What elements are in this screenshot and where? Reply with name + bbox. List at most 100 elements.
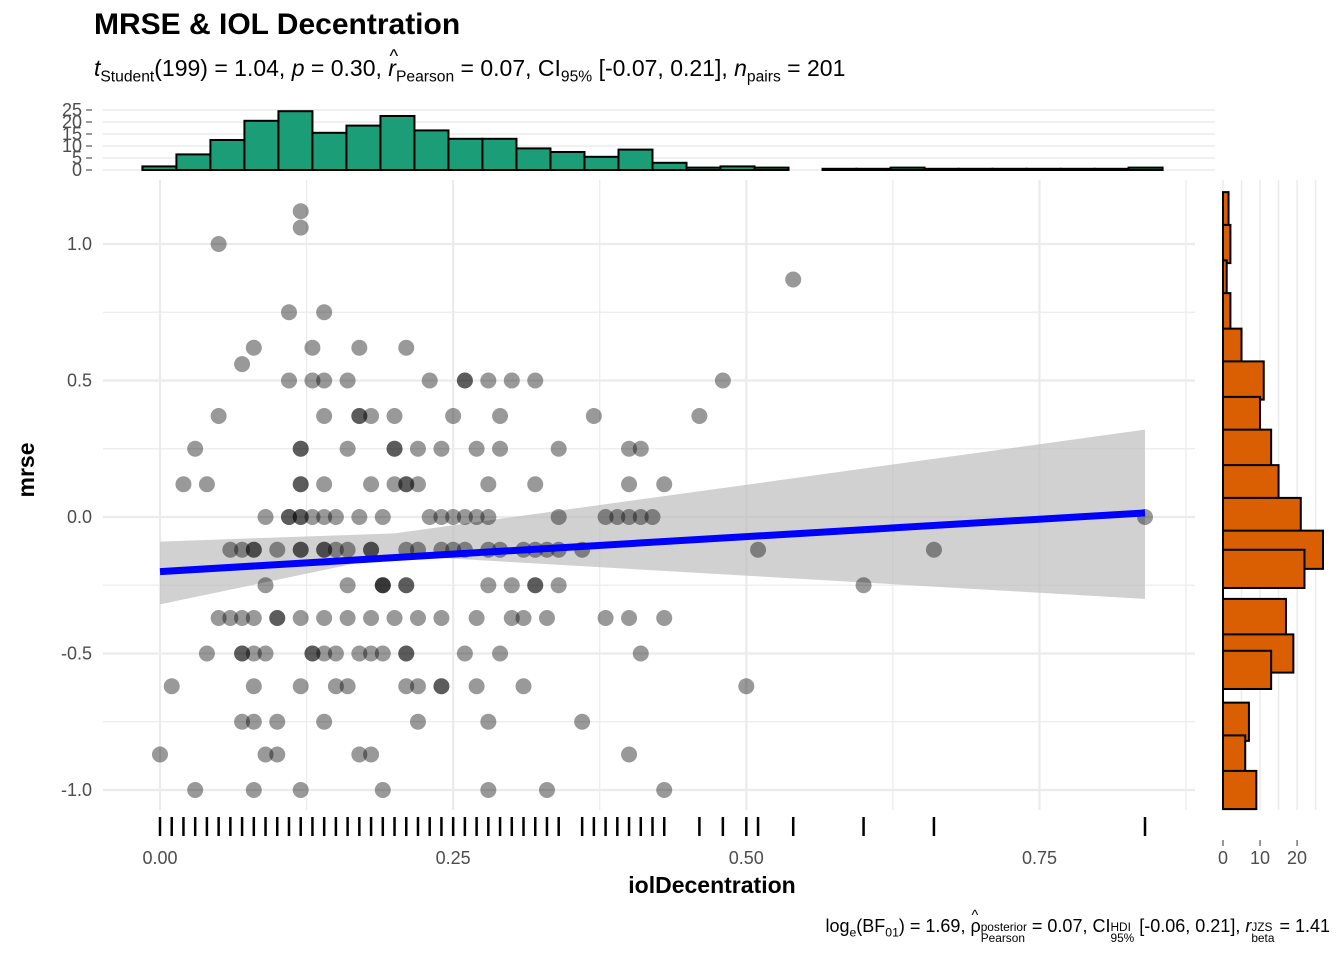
data-point (316, 476, 333, 493)
data-point (234, 610, 251, 627)
x-hist-bar (821, 167, 858, 172)
data-point (398, 476, 415, 493)
data-point (656, 782, 673, 798)
data-point (456, 372, 473, 389)
data-point (550, 577, 567, 594)
data-point (327, 645, 344, 662)
data-point (386, 407, 403, 424)
data-point (304, 645, 321, 662)
x-hist-bar (549, 151, 586, 171)
data-point (550, 509, 567, 525)
data-point (492, 645, 509, 662)
data-point (621, 610, 638, 627)
x-hist-bar (1059, 167, 1096, 172)
x-tick-label: 0.00 (142, 848, 177, 868)
data-point (316, 304, 333, 321)
data-point (480, 372, 497, 389)
y-hist-tick-label: 20 (1287, 848, 1307, 868)
data-point (304, 509, 321, 525)
data-point (351, 407, 368, 424)
data-point (269, 713, 286, 730)
x-hist-bar (175, 153, 212, 171)
data-point (398, 339, 415, 356)
data-point (527, 476, 544, 493)
data-point (351, 509, 368, 525)
data-point (234, 541, 251, 558)
x-hist-bar (311, 131, 348, 172)
data-point (339, 541, 356, 558)
data-point (304, 372, 321, 389)
data-point (245, 610, 262, 627)
data-point (292, 476, 309, 493)
data-point (515, 610, 532, 627)
data-point (316, 610, 333, 627)
data-point (644, 509, 661, 525)
data-point (433, 610, 450, 627)
data-point (327, 509, 344, 525)
data-point (374, 645, 391, 662)
x-hist-bar (957, 167, 994, 172)
data-point (480, 509, 497, 525)
data-point (280, 509, 297, 525)
data-point (785, 271, 802, 288)
data-point (515, 678, 532, 695)
data-point (409, 440, 426, 457)
x-hist-bar (991, 167, 1028, 172)
data-point (363, 610, 380, 627)
data-point (398, 645, 415, 662)
x-hist-bar (719, 165, 756, 171)
axes: 0.00 0.25 0.50 0.75 -1.0 -0.5 0.0 0.5 1.0 (61, 234, 1057, 868)
x-hist-bar (379, 115, 416, 171)
data-point (433, 678, 450, 695)
data-point (433, 678, 450, 695)
x-axis-label: iolDecentration (628, 872, 795, 898)
data-point (609, 509, 626, 525)
data-point (503, 610, 520, 627)
x-tick-label: 0.75 (1022, 848, 1057, 868)
data-point (738, 678, 755, 695)
data-point (527, 577, 544, 594)
data-point (187, 782, 204, 798)
data-point (503, 372, 520, 389)
data-point (363, 476, 380, 493)
data-point (621, 440, 638, 457)
data-point (468, 678, 485, 695)
data-point (198, 476, 215, 493)
data-point (492, 407, 509, 424)
data-point (257, 645, 274, 662)
data-point (445, 407, 462, 424)
data-point (421, 372, 438, 389)
y-hist-bar (1222, 360, 1265, 401)
data-point (421, 509, 438, 525)
data-point (175, 476, 192, 493)
data-point (280, 509, 297, 525)
data-point (316, 407, 333, 424)
x-hist-bar (515, 147, 552, 171)
y-hist-bar (1222, 649, 1273, 690)
data-point (269, 610, 286, 627)
data-point (597, 610, 614, 627)
data-point (304, 645, 321, 662)
data-point (280, 304, 297, 321)
data-point (398, 645, 415, 662)
data-point (210, 407, 227, 424)
data-point (316, 541, 333, 558)
x-hist-tick-label: 5 (72, 148, 82, 168)
x-hist-bar (345, 124, 382, 171)
data-point (292, 678, 309, 695)
x-hist-bar (889, 166, 926, 172)
data-point (351, 407, 368, 424)
y-tick-label: -1.0 (61, 780, 92, 800)
fit-line (159, 509, 1146, 576)
data-point (351, 746, 368, 763)
data-point (292, 782, 309, 798)
data-point (632, 645, 649, 662)
x-hist-tick-label: 15 (62, 124, 82, 144)
data-point (363, 541, 380, 558)
data-point (374, 577, 391, 594)
ci-band-area (160, 429, 1145, 605)
data-point (292, 476, 309, 493)
data-point (597, 509, 614, 525)
x-tick-label: 0.50 (729, 848, 764, 868)
